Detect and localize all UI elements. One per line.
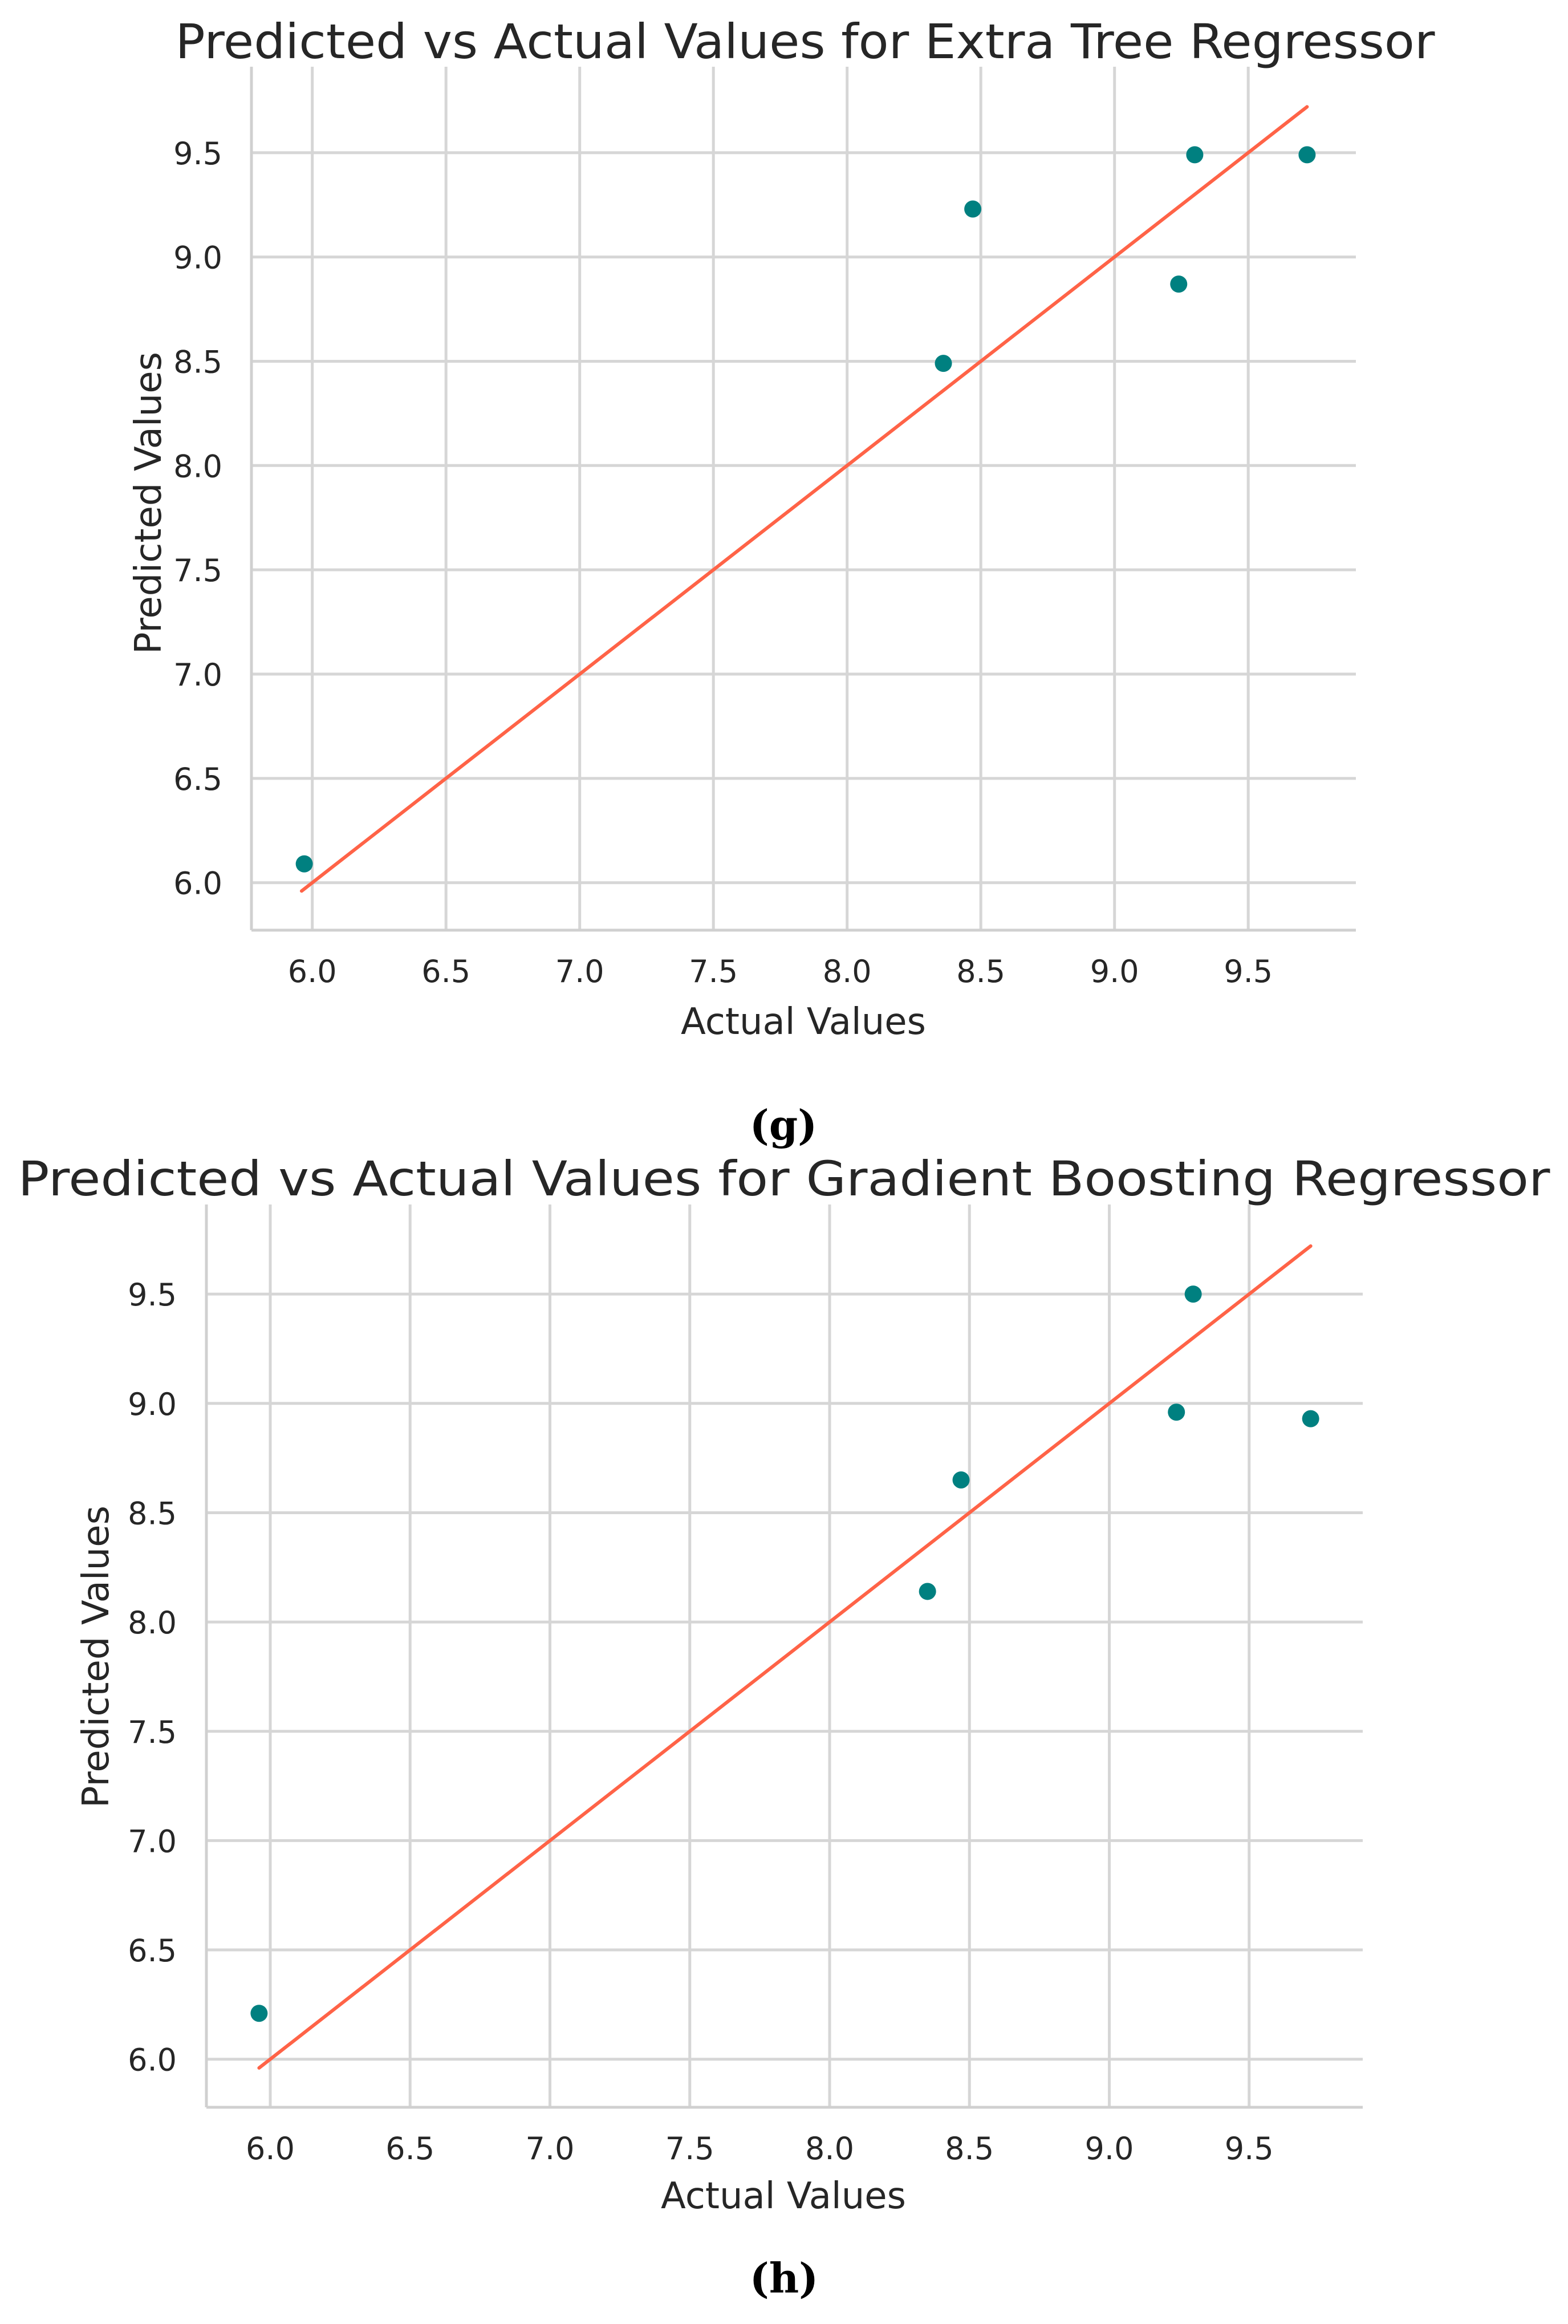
panel-caption: (g): [750, 1101, 817, 1149]
y-tick-label: 9.5: [173, 136, 222, 172]
x-tick-label: 9.0: [1090, 954, 1139, 989]
data-point: [952, 1471, 970, 1489]
data-point: [1170, 275, 1188, 293]
y-tick-label: 6.0: [128, 2042, 177, 2078]
y-tick-labels: 6.0 6.5 7.0 7.5 8.0 8.5 9.0 9.5: [128, 1277, 177, 2078]
panel-h: 6.0 6.5 7.0 7.5 8.0 8.5 9.0 9.5 6.0 6.5 7.0 7.5 8.0…: [18, 1151, 1550, 2302]
y-axis-label: Predicted Values: [128, 352, 170, 654]
x-tick-label: 6.0: [246, 2131, 295, 2167]
axes-spines: [250, 67, 1356, 932]
x-tick-label: 6.5: [421, 954, 470, 989]
data-series: [250, 1244, 1319, 2070]
x-tick-label: 8.5: [945, 2131, 994, 2167]
chart-title: Predicted vs Actual Values for Extra Tre…: [176, 14, 1435, 70]
y-tick-label: 8.5: [173, 344, 222, 380]
x-tick-label: 7.5: [689, 954, 738, 989]
x-tick-label: 9.0: [1085, 2131, 1134, 2167]
data-point: [919, 1583, 936, 1600]
x-tick-label: 9.5: [1224, 954, 1273, 989]
x-tick-labels: 6.0 6.5 7.0 7.5 8.0 8.5 9.0 9.5: [246, 2131, 1274, 2167]
data-point: [1168, 1404, 1185, 1421]
panel-caption: (h): [750, 2254, 818, 2302]
data-point: [250, 2005, 268, 2022]
x-tick-label: 8.0: [823, 954, 872, 989]
y-tick-label: 6.0: [173, 866, 222, 902]
y-tick-label: 6.5: [173, 761, 222, 797]
y-tick-label: 7.0: [173, 657, 222, 693]
y-tick-label: 6.5: [128, 1933, 177, 1969]
x-tick-label: 8.0: [805, 2131, 854, 2167]
axes-spines: [205, 1204, 1363, 2109]
y-tick-label: 9.5: [128, 1277, 177, 1313]
data-point: [964, 200, 982, 218]
data-point: [1186, 146, 1204, 164]
y-tick-label: 7.0: [128, 1823, 177, 1859]
x-tick-label: 6.0: [288, 954, 337, 989]
data-point: [1298, 146, 1316, 164]
data-point: [1184, 1285, 1202, 1303]
y-tick-label: 8.0: [128, 1605, 177, 1641]
x-tick-label: 8.5: [956, 954, 1005, 989]
ideal-fit-line: [257, 1244, 1313, 2070]
y-tick-label: 8.0: [173, 448, 222, 484]
y-tick-label: 8.5: [128, 1495, 177, 1531]
y-tick-label: 9.0: [128, 1386, 177, 1422]
data-point: [295, 855, 313, 873]
y-tick-labels: 6.0 6.5 7.0 7.5 8.0 8.5 9.0 9.5: [173, 136, 222, 902]
y-tick-label: 7.5: [173, 553, 222, 589]
gridlines: [206, 1204, 1363, 2107]
data-series: [295, 105, 1316, 893]
panel-g: 6.0 6.5 7.0 7.5 8.0 8.5 9.0 9.5 6.0 6.5 7.0 7.5 8.0…: [128, 14, 1435, 1149]
y-axis-label: Predicted Values: [75, 1506, 117, 1808]
ideal-fit-line: [299, 105, 1309, 893]
data-point: [935, 355, 952, 372]
x-axis-label: Actual Values: [681, 1001, 926, 1043]
x-tick-labels: 6.0 6.5 7.0 7.5 8.0 8.5 9.0 9.5: [288, 954, 1273, 989]
x-tick-label: 9.5: [1225, 2131, 1274, 2167]
x-tick-label: 7.5: [665, 2131, 714, 2167]
y-tick-label: 7.5: [128, 1714, 177, 1750]
x-tick-label: 6.5: [385, 2131, 434, 2167]
y-tick-label: 9.0: [173, 240, 222, 276]
x-tick-label: 7.0: [555, 954, 604, 989]
chart-title: Predicted vs Actual Values for Gradient …: [18, 1151, 1550, 1207]
x-axis-label: Actual Values: [661, 2175, 906, 2217]
x-tick-label: 7.0: [526, 2131, 575, 2167]
data-point: [1302, 1410, 1319, 1427]
